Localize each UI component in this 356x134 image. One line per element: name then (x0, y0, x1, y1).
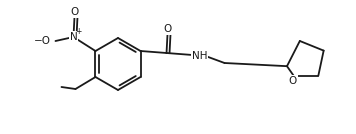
Text: NH: NH (192, 51, 207, 61)
Text: O: O (163, 24, 172, 34)
Text: +: + (75, 27, 82, 36)
Text: O: O (70, 7, 79, 17)
Text: −O: −O (33, 36, 51, 46)
Text: N: N (70, 32, 77, 42)
Text: O: O (289, 76, 297, 86)
